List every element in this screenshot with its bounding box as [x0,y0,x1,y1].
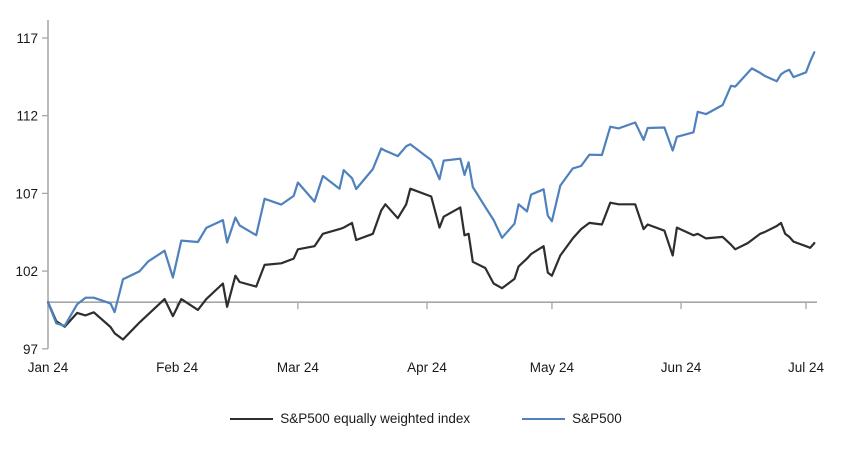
y-axis-label-102: 102 [15,264,38,279]
x-axis-label-jul-24: Jul 24 [788,360,825,375]
x-axis-label-feb-24: Feb 24 [156,360,199,375]
y-axis-label-97: 97 [23,342,38,357]
y-axis-label-112: 112 [16,109,38,124]
series-line-equal-weight [46,187,816,341]
chart-legend: S&P500 equally weighted index S&P500 [0,411,852,426]
legend-line-sample-equal-weight-icon [230,417,274,420]
legend-line-sample-sp500-icon [522,417,566,420]
legend-label-equal-weight: S&P500 equally weighted index [280,411,471,426]
x-axis-label-jun-24: Jun 24 [661,360,702,375]
legend-item-equal-weight: S&P500 equally weighted index [230,411,470,426]
y-axis-label-117: 117 [16,31,38,46]
series-line-sp500 [46,51,816,327]
x-axis-label-apr-24: Apr 24 [407,360,447,375]
x-axis-label-jan-24: Jan 24 [28,360,69,375]
y-axis-label-107: 107 [15,186,38,201]
x-axis-label-may-24: May 24 [530,360,575,375]
x-axis-label-mar-24: Mar 24 [277,360,320,375]
legend-label-sp500: S&P500 [572,411,622,426]
legend-item-sp500: S&P500 [522,411,622,426]
